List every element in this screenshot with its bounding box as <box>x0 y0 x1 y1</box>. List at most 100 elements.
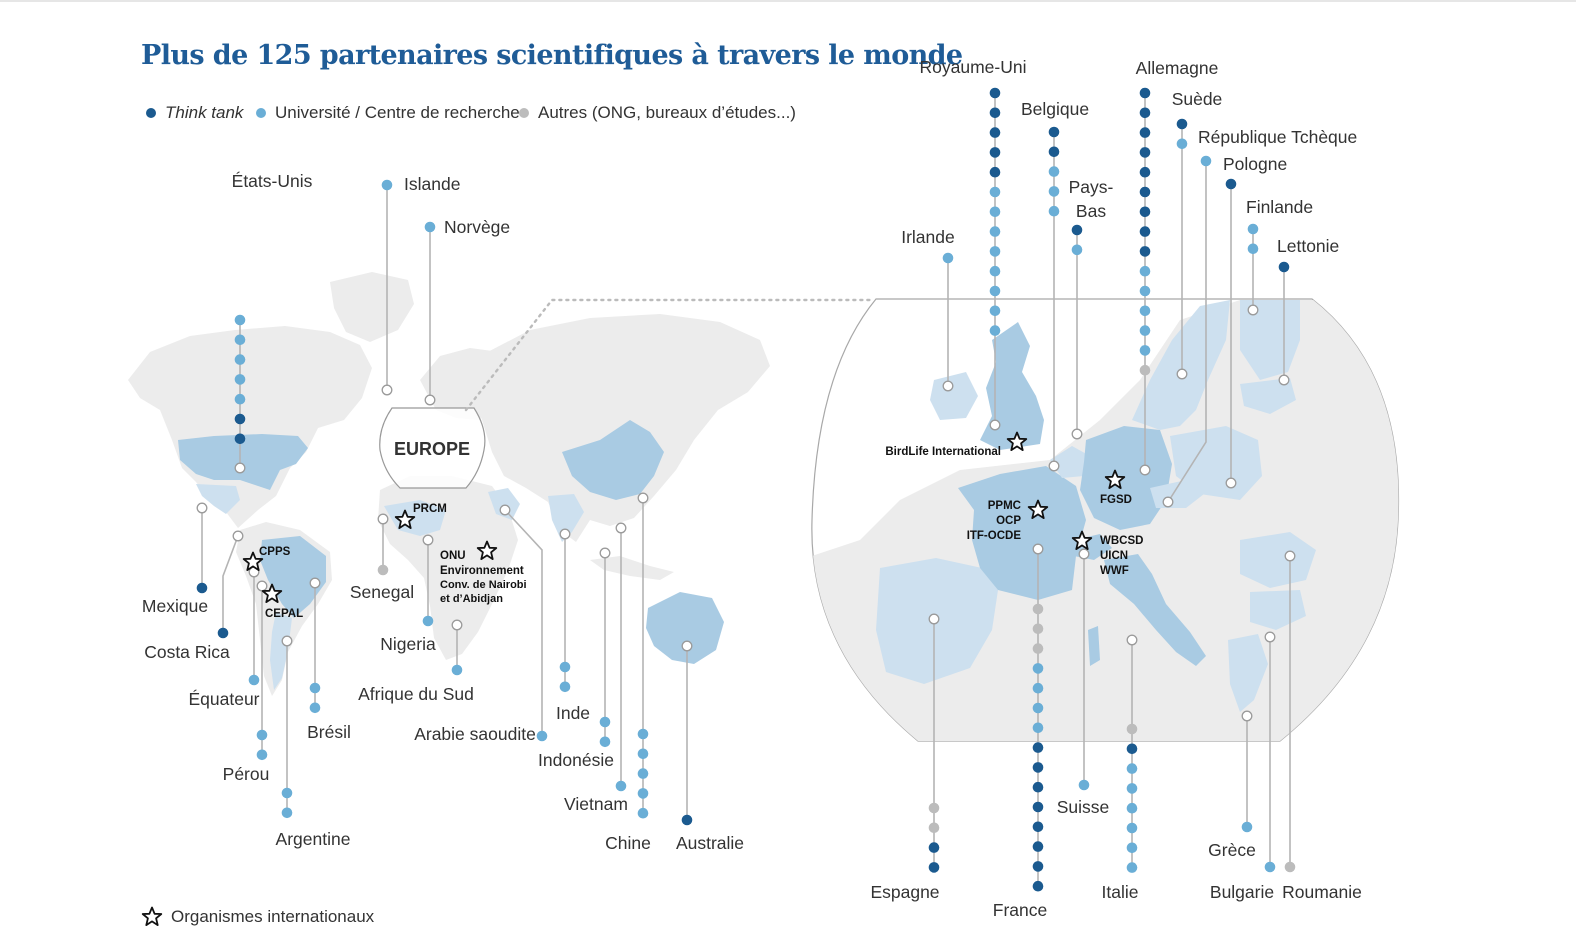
greece-shape <box>1228 634 1268 712</box>
country-lettonie <box>1278 261 1290 386</box>
country-perou <box>256 580 268 761</box>
international-organisations: CPPS CEPAL PRCM ONU Environnement Conv. de Na… <box>242 431 1143 620</box>
country-label-suisse: Suisse <box>1057 797 1110 817</box>
think-tank-dot <box>1126 743 1138 755</box>
university-dot <box>1241 821 1253 833</box>
country-anchor-point <box>499 504 511 516</box>
country-anchor-point <box>928 613 940 625</box>
think-tank-dot <box>989 166 1001 178</box>
university-dot <box>989 325 1001 336</box>
university-dot <box>1247 243 1259 255</box>
country-royaume-uni <box>989 87 1001 431</box>
country-grece <box>1241 710 1253 833</box>
country-anchor-point <box>1241 710 1253 722</box>
star-icon <box>261 583 283 604</box>
others-dot <box>1126 723 1138 735</box>
country-label-etats-unis: États-Unis <box>232 171 313 191</box>
country-anchor-point <box>637 492 649 504</box>
think-tank-dot <box>1032 821 1044 833</box>
country-label-belgique: Belgique <box>1021 99 1089 119</box>
others-dot <box>1032 643 1044 654</box>
country-suede <box>1176 118 1188 380</box>
country-anchor-point <box>615 522 627 534</box>
think-tank-dot <box>1225 178 1237 190</box>
think-tank-dot <box>234 433 246 445</box>
international-organisation: WBCSD UICN WWF <box>1071 530 1143 577</box>
legend-think-tank: Think tank <box>146 103 243 123</box>
country-label-bresil: Brésil <box>307 722 351 742</box>
country-afrique-du-sud <box>451 619 463 676</box>
baltics-shape <box>1240 378 1296 414</box>
country-republique-tcheque <box>1162 155 1212 508</box>
country-label-irlande: Irlande <box>901 227 955 247</box>
university-dot <box>942 252 954 264</box>
university-dot <box>256 749 268 761</box>
legend-university: Université / Centre de recherche <box>256 103 520 123</box>
organisation-label: WBCSD UICN WWF <box>1100 535 1143 577</box>
country-label-pays-bas: Pays-Bas <box>1069 177 1114 221</box>
think-tank-dot <box>1139 127 1151 138</box>
china-shape <box>562 420 664 500</box>
think-tank-dot <box>1139 166 1151 178</box>
country-label-nigeria: Nigeria <box>380 634 436 654</box>
poland-shape <box>1170 426 1262 500</box>
country-suisse <box>1078 548 1090 791</box>
university-dot <box>451 664 463 676</box>
university-dot <box>1200 155 1212 167</box>
country-anchor-point <box>942 380 954 392</box>
country-label-perou: Pérou <box>223 764 270 784</box>
university-dot <box>1126 842 1138 854</box>
think-tank-dot <box>1032 762 1044 773</box>
star-icon <box>1071 530 1093 551</box>
others-dot <box>1032 623 1044 635</box>
think-tank-dot <box>1139 186 1151 198</box>
others-dot <box>1139 364 1151 376</box>
page-title: Plus de 125 partenaires scientifiques à … <box>141 40 963 71</box>
country-label-pologne: Pologne <box>1223 154 1287 174</box>
international-organisation: CEPAL <box>261 583 303 620</box>
india-shape <box>548 494 584 542</box>
others-dot <box>928 802 940 814</box>
country-anchor-point <box>599 547 611 559</box>
think-tank-dot <box>1139 147 1151 158</box>
france-shape <box>958 466 1086 600</box>
think-tank-dot <box>1139 107 1151 119</box>
think-tank-dot <box>234 413 246 425</box>
university-dot <box>424 221 436 233</box>
university-dot <box>637 748 649 760</box>
country-label-vietnam: Vietnam <box>564 794 628 814</box>
university-dot <box>234 354 246 365</box>
country-label-equateur: Équateur <box>188 689 259 709</box>
country-italie <box>1126 634 1138 873</box>
university-dot <box>248 674 260 686</box>
think-tank-dot <box>928 862 940 873</box>
international-organisation: CPPS <box>242 546 291 572</box>
country-anchor-point <box>1071 428 1083 440</box>
organisation-label: CEPAL <box>265 608 303 620</box>
university-dot <box>309 682 321 694</box>
international-organisation: BirdLife International <box>885 431 1028 458</box>
university-dot <box>1247 223 1259 235</box>
leader-line <box>222 535 239 633</box>
germany-shape <box>1080 426 1172 530</box>
star-icon <box>1104 469 1126 490</box>
international-organisation: FGSD <box>1100 469 1132 506</box>
country-senegal <box>377 513 389 576</box>
university-dot <box>234 374 246 385</box>
university-dot <box>1032 722 1044 734</box>
country-pays-bas <box>1071 224 1083 440</box>
country-norvege <box>424 221 436 406</box>
saudi-shape <box>488 488 520 520</box>
country-anchor-point <box>1284 550 1296 562</box>
country-pologne <box>1225 178 1237 489</box>
university-dot <box>234 393 246 405</box>
finland-shape <box>1240 300 1300 380</box>
country-label-france: France <box>993 900 1047 920</box>
country-arabie-saoudite <box>499 504 548 742</box>
legend-think-tank-label: Think tank <box>165 103 244 122</box>
university-dot <box>989 265 1001 277</box>
country-label-chine: Chine <box>605 833 651 853</box>
country-label-italie: Italie <box>1102 882 1139 902</box>
country-australie <box>681 640 693 826</box>
